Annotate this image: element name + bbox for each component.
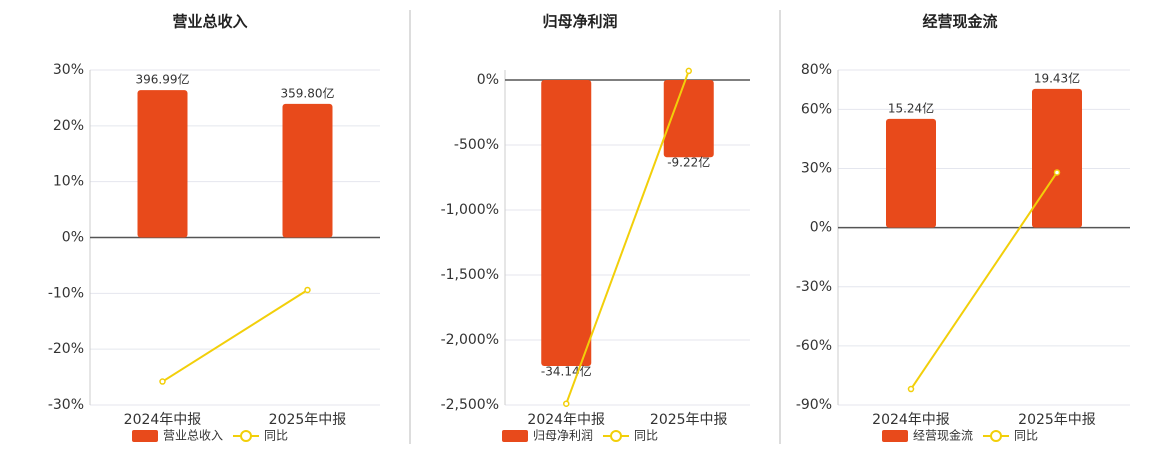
bar-label: -9.22亿 <box>667 155 710 170</box>
y-tick-label: 30% <box>801 161 832 177</box>
line-point <box>1053 169 1061 176</box>
x-tick-label: 2025年中报 <box>1018 412 1096 428</box>
y-tick-label: 30% <box>53 62 84 78</box>
y-tick-label: -90% <box>796 397 832 413</box>
y-tick-label: 0% <box>810 220 832 236</box>
bar <box>663 80 714 158</box>
legend-swatch <box>502 430 528 442</box>
x-tick-label: 2024年中报 <box>527 412 605 428</box>
y-tick-label: -60% <box>796 338 832 354</box>
legend-marker <box>990 430 1002 442</box>
legend-label: 营业总收入 <box>163 429 223 443</box>
x-tick-label: 2025年中报 <box>269 412 347 428</box>
y-tick-label: 10% <box>53 174 84 190</box>
y-tick-label: 0% <box>62 230 84 246</box>
bar-label: 359.80亿 <box>281 85 335 100</box>
bar-label: 396.99亿 <box>136 72 190 87</box>
y-tick-label: -10% <box>48 285 84 301</box>
y-tick-label: -500% <box>454 137 499 153</box>
y-tick-label: -1,000% <box>441 202 499 218</box>
y-tick-label: -2,000% <box>441 332 499 348</box>
legend-swatch <box>132 430 158 442</box>
line <box>161 289 309 383</box>
bar-label: 19.43亿 <box>1034 70 1080 85</box>
line <box>910 171 1058 390</box>
legend-marker <box>610 430 622 442</box>
legend-swatch <box>882 430 908 442</box>
y-tick-label: -2,500% <box>441 397 499 413</box>
chart-title: 营业总收入 <box>172 13 247 31</box>
y-tick-label: 0% <box>477 72 499 88</box>
legend-label: 同比 <box>634 429 658 443</box>
bar <box>137 90 188 238</box>
x-tick-label: 2025年中报 <box>650 412 728 428</box>
line-point <box>304 286 311 294</box>
chart-title: 经营现金流 <box>922 13 997 31</box>
bar <box>282 103 333 238</box>
y-tick-label: 20% <box>53 118 84 134</box>
line-point <box>685 67 692 75</box>
line-point <box>159 378 166 385</box>
y-tick-label: -20% <box>48 341 84 357</box>
bar <box>541 80 592 367</box>
line <box>565 70 690 405</box>
legend-label: 同比 <box>264 429 288 443</box>
legend-label: 经营现金流 <box>913 428 973 443</box>
y-tick-label: 80% <box>801 62 832 78</box>
y-tick-label: -30% <box>48 397 84 413</box>
bar-label: -34.14亿 <box>541 364 592 379</box>
legend-marker <box>240 430 252 442</box>
line-point <box>907 385 915 393</box>
chart-title: 归母净利润 <box>542 13 617 31</box>
line-point <box>563 400 570 407</box>
y-tick-label: -30% <box>796 279 832 295</box>
y-tick-label: 60% <box>801 101 832 117</box>
x-tick-label: 2024年中报 <box>124 412 202 428</box>
y-tick-label: -1,500% <box>441 267 499 283</box>
legend-label: 同比 <box>1014 429 1038 443</box>
bar-label: 15.24亿 <box>888 100 934 115</box>
bar <box>1032 88 1082 228</box>
legend-label: 归母净利润 <box>533 429 593 443</box>
bar <box>886 118 936 228</box>
x-tick-label: 2024年中报 <box>872 412 950 428</box>
